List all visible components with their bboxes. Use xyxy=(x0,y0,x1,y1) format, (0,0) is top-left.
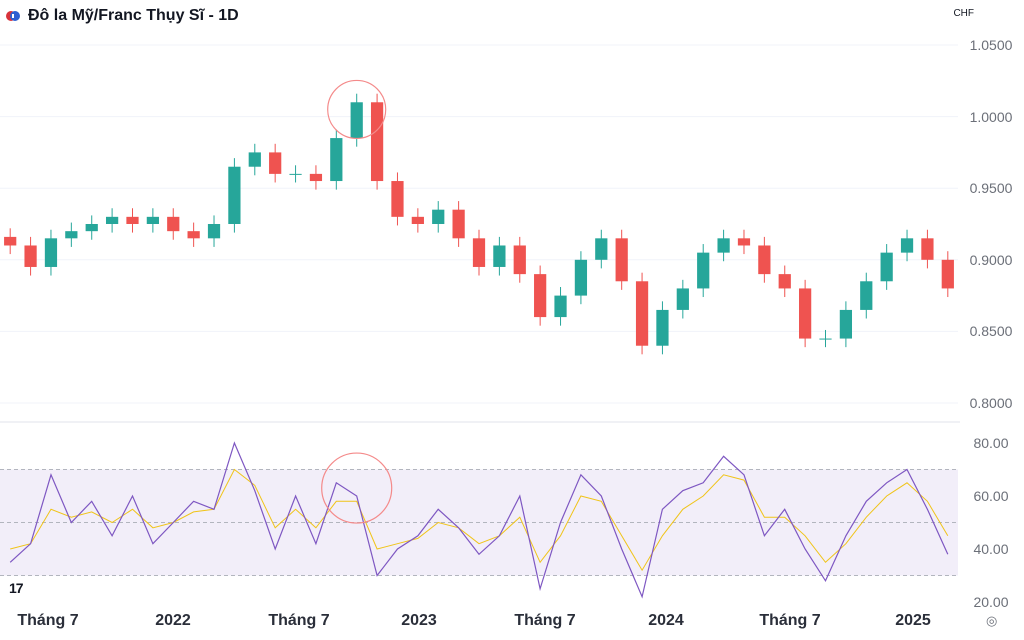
candle-body xyxy=(350,102,363,139)
candle-body xyxy=(697,252,710,289)
currency-pair-icon xyxy=(6,11,20,21)
candle-body xyxy=(574,259,588,296)
candle-body xyxy=(44,238,58,267)
candle-body xyxy=(146,216,159,224)
candle-body xyxy=(330,138,343,182)
candle-body xyxy=(207,224,221,239)
candle-body xyxy=(534,274,547,318)
candle-body xyxy=(493,245,506,267)
price-tick-label: 0.8500 xyxy=(969,323,1013,340)
highlight-circle xyxy=(327,79,387,140)
time-tick-label: 2025 xyxy=(895,612,931,629)
time-axis[interactable]: Tháng 7 2022 Tháng 7 2023 Tháng 7 2024 Tháng 7… xyxy=(0,606,960,636)
rsi-annotations xyxy=(321,452,393,524)
candle-body xyxy=(656,309,669,346)
candle-body xyxy=(105,216,119,224)
candle-body xyxy=(4,236,17,246)
rsi-tick-label: 40.00 xyxy=(973,541,1009,557)
candle-body xyxy=(228,166,241,224)
candle-body xyxy=(860,281,873,310)
rsi-tick-label: 20.00 xyxy=(973,594,1009,610)
rsi-axis[interactable]: 80.00 60.00 40.00 20.00 xyxy=(962,0,1022,610)
candle-body xyxy=(513,245,526,275)
candle-body xyxy=(432,209,445,224)
price-axis[interactable]: 1.0500 1.0000 0.9500 0.9000 0.8500 0.8000 xyxy=(962,0,1022,610)
candle-body xyxy=(880,252,893,282)
candle-body xyxy=(248,152,261,167)
candle-body xyxy=(24,245,37,267)
tradingview-logo: 17 xyxy=(9,580,24,596)
candle-body xyxy=(65,231,78,239)
chart-title: Đô la Mỹ/Franc Thụy Sĩ - 1D xyxy=(28,7,239,24)
settings-icon[interactable]: ◎ xyxy=(986,613,998,628)
time-tick-label: Tháng 7 xyxy=(268,612,330,629)
rsi-line xyxy=(9,441,949,599)
rsi-tick-label: 80.00 xyxy=(973,435,1009,451)
rsi-guides xyxy=(0,469,958,576)
candle-body xyxy=(839,309,853,339)
candle-body xyxy=(289,173,302,175)
candle-body xyxy=(554,295,567,318)
candle-body xyxy=(778,274,791,289)
price-tick-label: 0.9000 xyxy=(969,251,1013,268)
price-annotations xyxy=(327,79,387,140)
price-tick-label: 1.0500 xyxy=(969,37,1013,53)
candle-body xyxy=(717,238,730,253)
candle-body xyxy=(85,224,98,232)
price-grid xyxy=(0,44,958,404)
candle-body xyxy=(472,238,486,267)
chart-canvas[interactable] xyxy=(0,0,1024,610)
candle-body xyxy=(452,209,465,239)
candle-body xyxy=(269,152,282,174)
candle-body xyxy=(819,338,832,340)
candle-body xyxy=(595,238,608,260)
candle-body xyxy=(921,238,934,260)
time-tick-label: Tháng 7 xyxy=(514,612,576,629)
time-tick-label: 2022 xyxy=(155,612,191,629)
price-tick-label: 0.9500 xyxy=(969,180,1013,197)
candle-body xyxy=(370,102,384,182)
time-tick-label: 2023 xyxy=(401,612,437,629)
highlight-circle xyxy=(321,452,393,524)
candle-body xyxy=(411,216,424,224)
candle-body xyxy=(737,238,751,246)
candle-body xyxy=(126,216,139,224)
time-tick-label: Tháng 7 xyxy=(17,612,79,629)
time-tick-label: 2024 xyxy=(648,612,684,629)
candle-body xyxy=(941,259,954,289)
candle-body xyxy=(309,173,323,182)
price-candles xyxy=(4,93,954,355)
rsi-tick-label: 60.00 xyxy=(973,488,1009,504)
candle-body xyxy=(615,238,628,282)
time-tick-label: Tháng 7 xyxy=(759,612,821,629)
candle-body xyxy=(799,288,812,339)
candle-body xyxy=(676,288,689,310)
currency-label[interactable]: CHF xyxy=(953,8,974,19)
candle-body xyxy=(167,216,180,232)
candle-body xyxy=(900,238,914,253)
chart-header: Đô la Mỹ/Franc Thụy Sĩ - 1D xyxy=(6,4,239,28)
price-tick-label: 1.0000 xyxy=(969,108,1013,125)
candle-body xyxy=(187,231,200,239)
candle-body xyxy=(758,245,771,275)
candle-body xyxy=(635,281,649,346)
candle-body xyxy=(391,181,404,217)
price-tick-label: 0.8000 xyxy=(969,395,1013,411)
